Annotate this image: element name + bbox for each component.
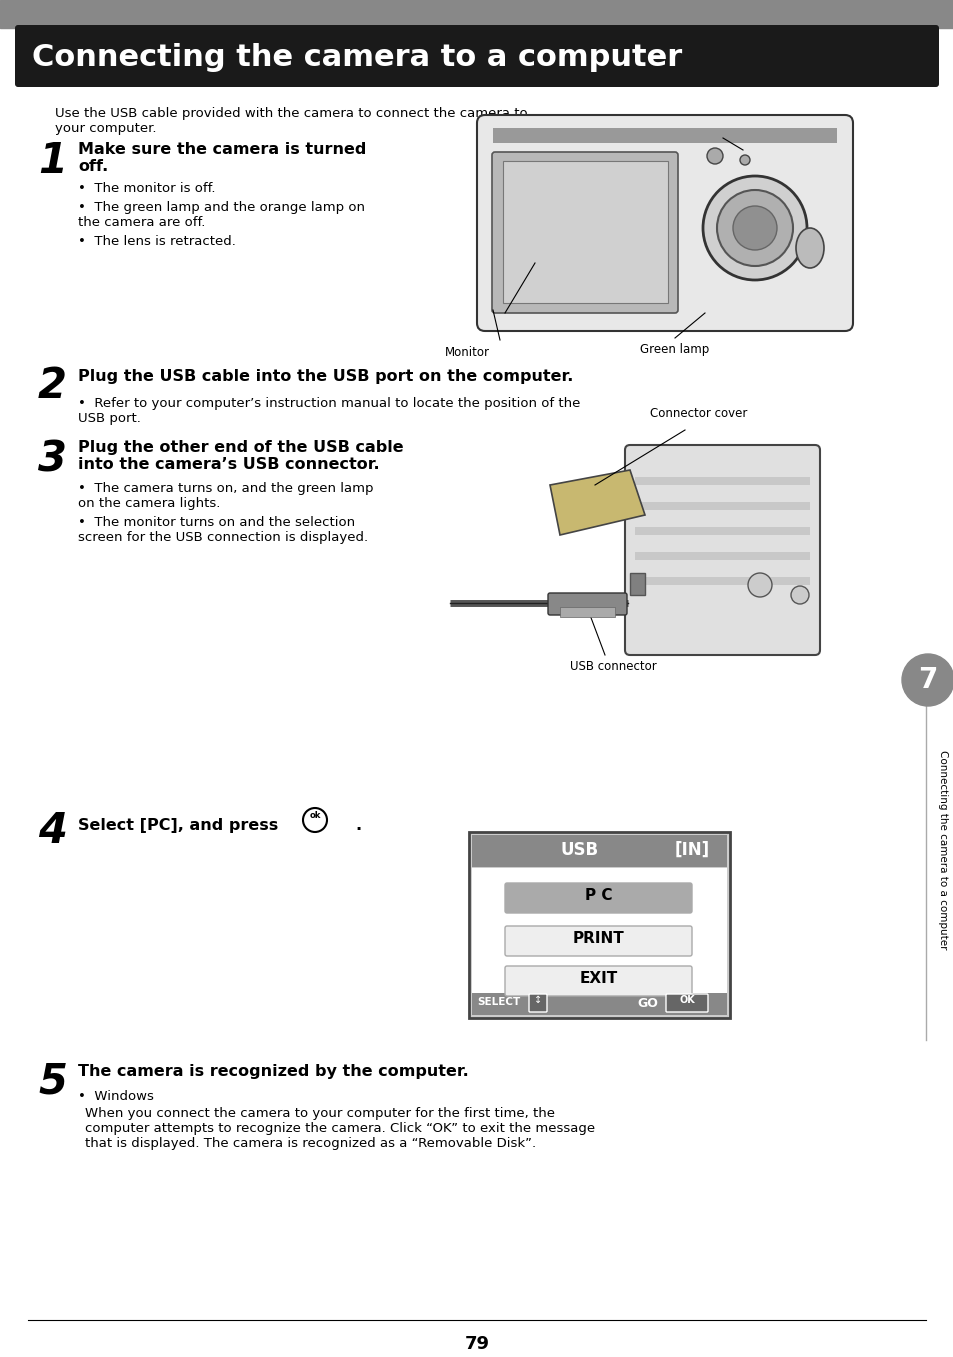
Text: Connecting the camera to a computer: Connecting the camera to a computer xyxy=(32,43,681,72)
Bar xyxy=(0,0,953,28)
Text: Make sure the camera is turned
off.: Make sure the camera is turned off. xyxy=(78,142,366,175)
Polygon shape xyxy=(550,470,644,535)
Text: •  The monitor turns on and the selection
screen for the USB connection is displ: • The monitor turns on and the selection… xyxy=(78,516,368,544)
Text: Green lamp: Green lamp xyxy=(639,343,708,356)
Text: .: . xyxy=(355,818,361,833)
Text: When you connect the camera to your computer for the first time, the
computer at: When you connect the camera to your comp… xyxy=(85,1107,595,1149)
FancyBboxPatch shape xyxy=(529,993,546,1012)
Text: The camera is recognized by the computer.: The camera is recognized by the computer… xyxy=(78,1064,468,1079)
Text: Orange lamp: Orange lamp xyxy=(684,128,761,141)
Ellipse shape xyxy=(795,228,823,267)
Bar xyxy=(559,607,615,617)
Text: USB: USB xyxy=(559,841,598,859)
Text: SELECT: SELECT xyxy=(476,997,519,1007)
Text: 79: 79 xyxy=(464,1335,489,1353)
FancyBboxPatch shape xyxy=(504,883,691,913)
Circle shape xyxy=(740,155,749,166)
Text: OK: OK xyxy=(679,995,694,1006)
Bar xyxy=(635,478,809,484)
Text: •  The green lamp and the orange lamp on
the camera are off.: • The green lamp and the orange lamp on … xyxy=(78,201,365,229)
Circle shape xyxy=(702,176,806,280)
Circle shape xyxy=(706,148,722,164)
Bar xyxy=(472,868,726,993)
Text: GO: GO xyxy=(637,997,658,1010)
Text: •  The monitor is off.: • The monitor is off. xyxy=(78,182,215,195)
Text: 1: 1 xyxy=(38,140,67,182)
Text: •  The lens is retracted.: • The lens is retracted. xyxy=(78,235,235,248)
Text: EXIT: EXIT xyxy=(579,972,618,987)
Circle shape xyxy=(790,586,808,604)
Circle shape xyxy=(901,654,953,706)
Bar xyxy=(629,573,644,594)
FancyBboxPatch shape xyxy=(15,24,938,87)
Bar xyxy=(472,835,726,867)
FancyBboxPatch shape xyxy=(476,115,852,331)
Text: Monitor: Monitor xyxy=(444,346,490,360)
Text: Connecting the camera to a computer: Connecting the camera to a computer xyxy=(937,750,947,950)
FancyBboxPatch shape xyxy=(665,993,707,1012)
Text: 5: 5 xyxy=(38,1060,67,1102)
Text: Plug the USB cable into the USB port on the computer.: Plug the USB cable into the USB port on … xyxy=(78,369,573,384)
Bar xyxy=(472,993,726,1015)
Text: 3: 3 xyxy=(38,438,67,480)
Text: [IN]: [IN] xyxy=(674,841,709,859)
Text: Use the USB cable provided with the camera to connect the camera to
your compute: Use the USB cable provided with the came… xyxy=(55,107,527,134)
Text: 4: 4 xyxy=(38,810,67,852)
Text: ↕: ↕ xyxy=(534,995,541,1006)
Text: 2: 2 xyxy=(38,365,67,407)
Text: Select [PC], and press: Select [PC], and press xyxy=(78,818,284,833)
Circle shape xyxy=(732,206,776,250)
Text: 7: 7 xyxy=(918,666,937,693)
FancyBboxPatch shape xyxy=(547,593,626,615)
Text: •  Windows: • Windows xyxy=(78,1090,153,1103)
Text: Plug the other end of the USB cable
into the camera’s USB connector.: Plug the other end of the USB cable into… xyxy=(78,440,403,472)
Text: Connector cover: Connector cover xyxy=(649,407,746,421)
Text: •  The camera turns on, and the green lamp
on the camera lights.: • The camera turns on, and the green lam… xyxy=(78,482,374,510)
Text: •  Refer to your computer’s instruction manual to locate the position of the
USB: • Refer to your computer’s instruction m… xyxy=(78,398,579,425)
Text: ok: ok xyxy=(309,810,320,820)
FancyBboxPatch shape xyxy=(624,445,820,655)
Text: USB connector: USB connector xyxy=(569,660,656,673)
Bar xyxy=(493,128,836,142)
FancyBboxPatch shape xyxy=(504,966,691,996)
Text: PRINT: PRINT xyxy=(573,931,624,946)
Bar xyxy=(502,161,667,303)
Circle shape xyxy=(717,190,792,266)
FancyBboxPatch shape xyxy=(504,925,691,955)
Bar xyxy=(469,832,729,1018)
Bar xyxy=(635,577,809,585)
Text: P C: P C xyxy=(584,887,612,902)
Circle shape xyxy=(747,573,771,597)
Bar xyxy=(635,502,809,510)
Bar xyxy=(635,552,809,560)
Bar xyxy=(635,527,809,535)
Circle shape xyxy=(303,807,327,832)
FancyBboxPatch shape xyxy=(492,152,678,313)
